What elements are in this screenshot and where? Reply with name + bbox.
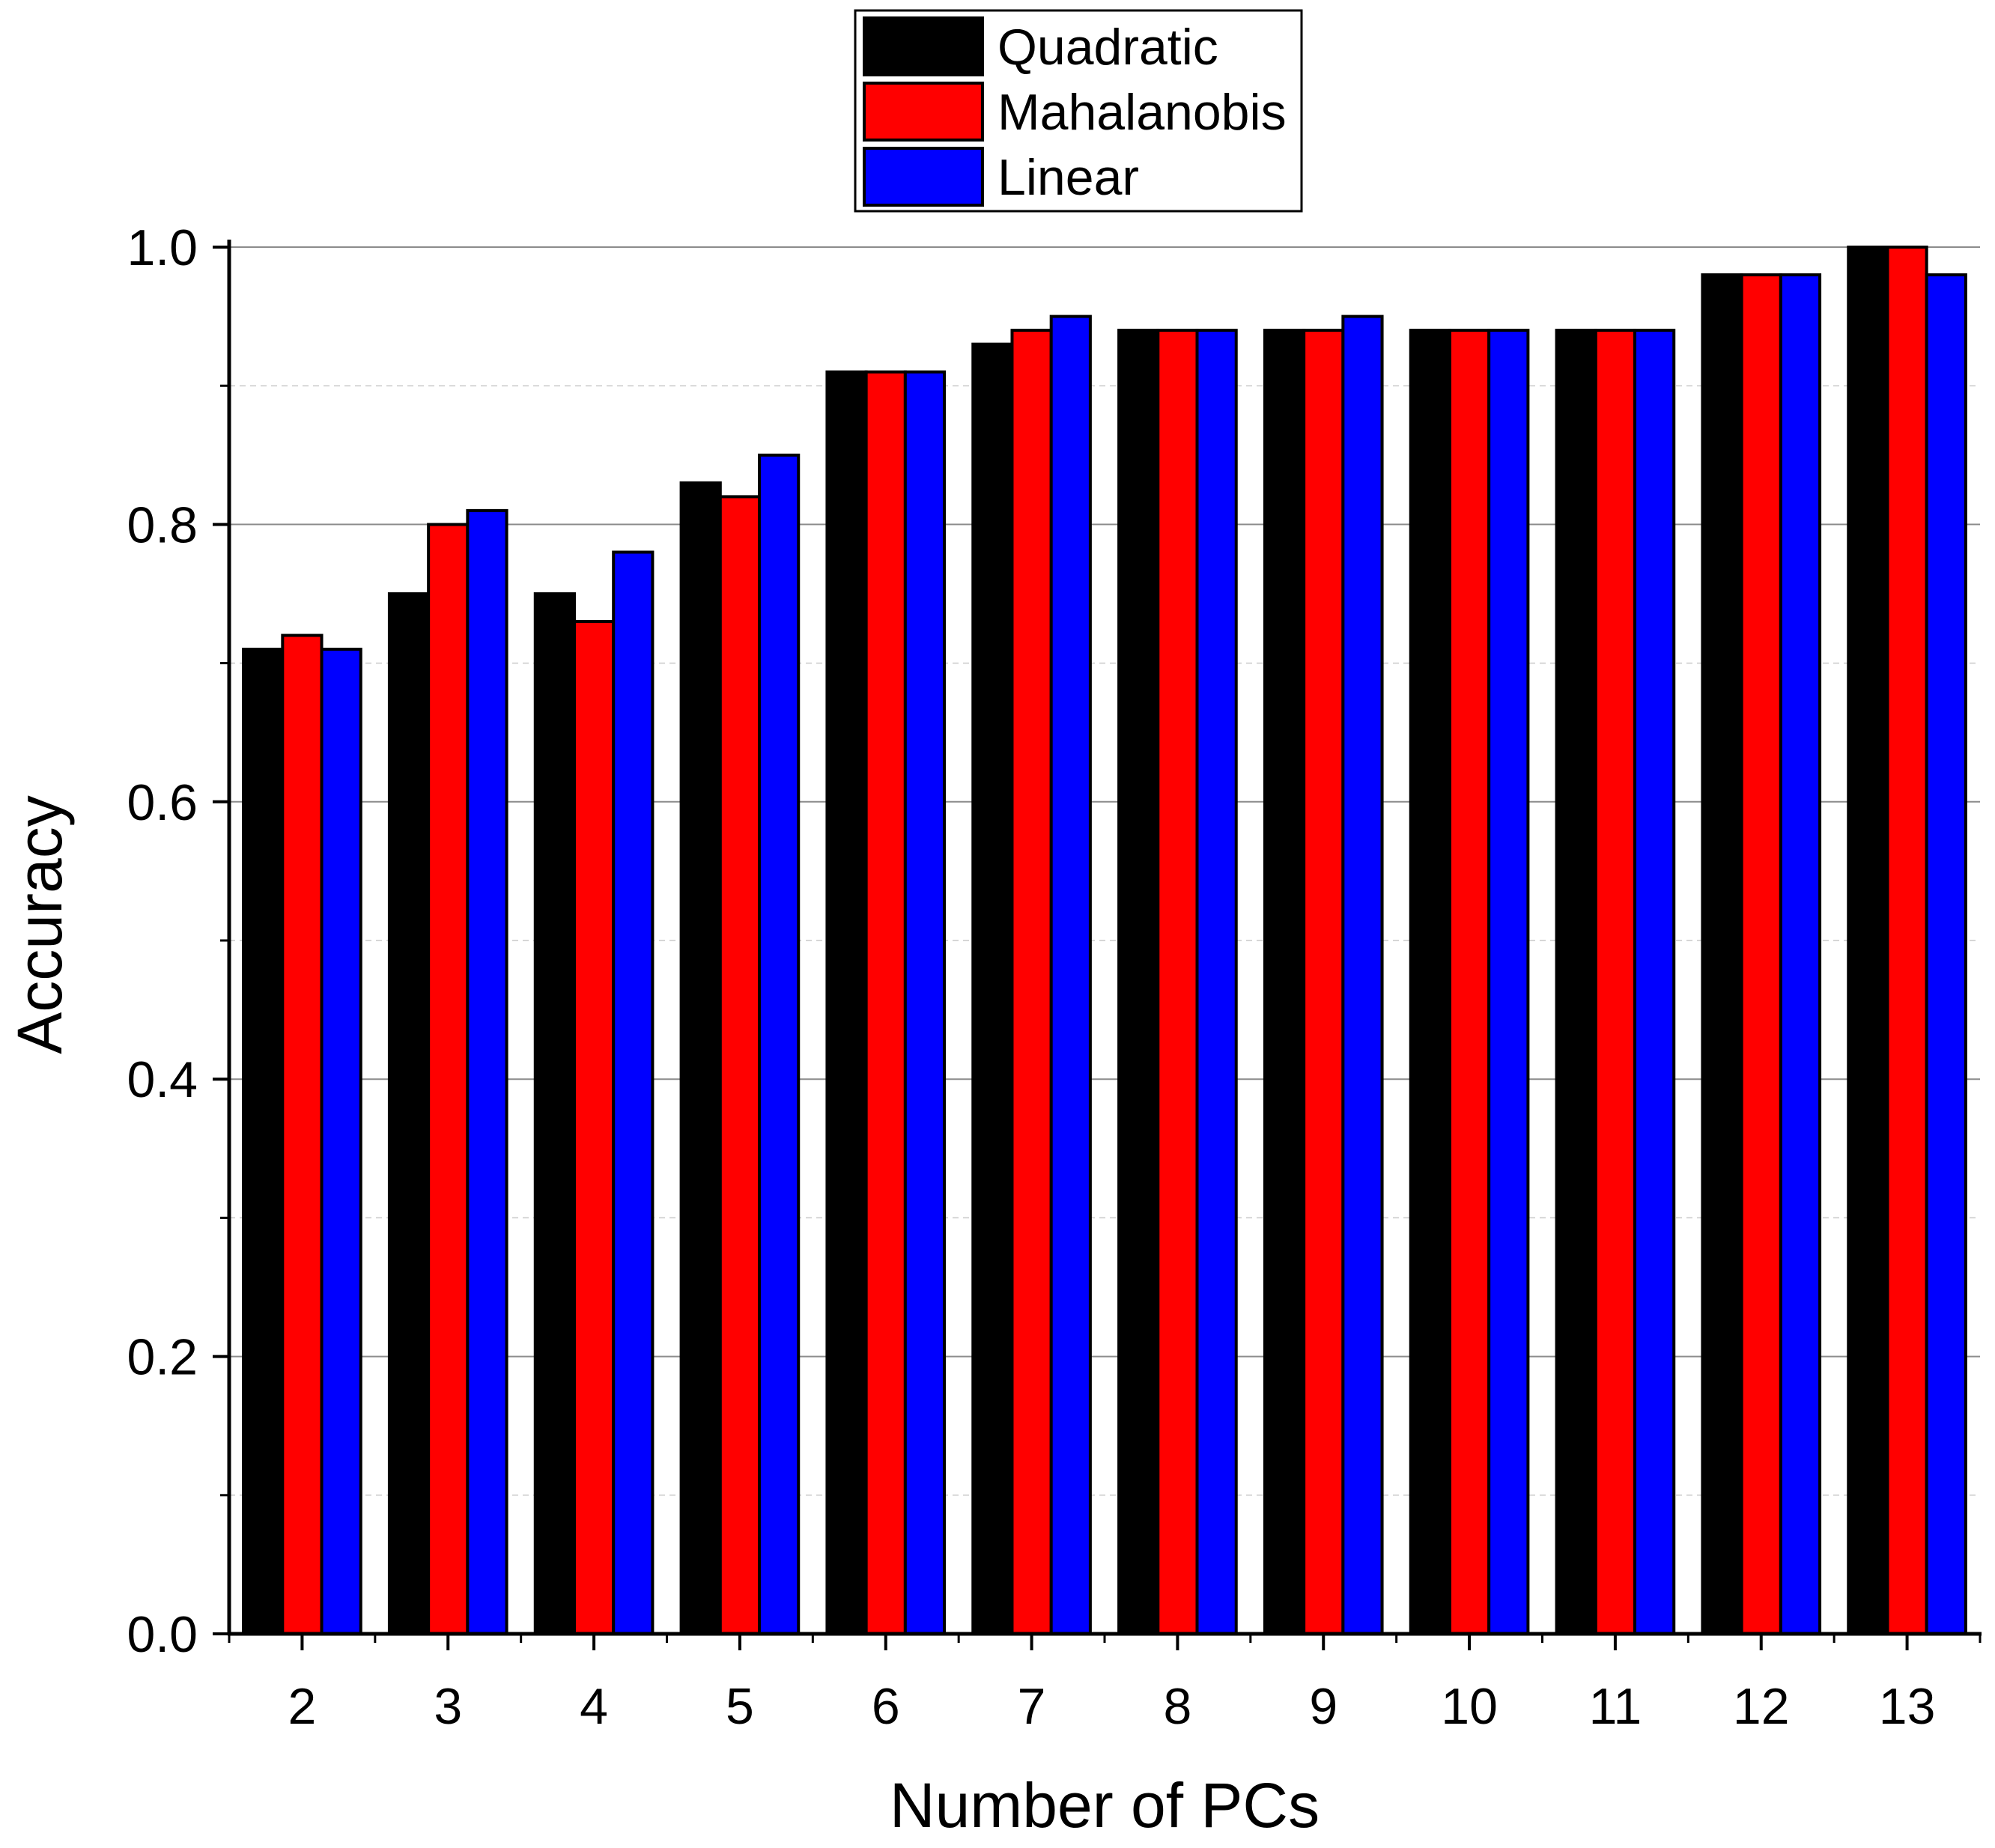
y-tick-label: 0.4 <box>127 1051 198 1108</box>
bar-mahalanobis-2 <box>281 633 324 1635</box>
bar-linear-8 <box>1195 329 1238 1635</box>
bar-quadratic-6 <box>825 370 868 1635</box>
legend-swatch-mahalanobis <box>863 82 984 142</box>
bar-linear-3 <box>466 508 508 1635</box>
x-axis-title: Number of PCs <box>890 1770 1320 1841</box>
bar-linear-5 <box>758 453 801 1635</box>
gridlines <box>229 246 1980 1496</box>
bar-linear-11 <box>1633 329 1676 1635</box>
bar-linear-7 <box>1049 314 1092 1636</box>
legend: Quadratic Mahalanobis Linear <box>854 9 1303 213</box>
bar-linear-9 <box>1341 314 1384 1636</box>
y-tick-label: 0.8 <box>127 496 198 553</box>
bar-quadratic-3 <box>387 592 431 1635</box>
bar-quadratic-11 <box>1555 329 1597 1635</box>
bar-linear-12 <box>1779 273 1822 1635</box>
bar-quadratic-2 <box>242 648 285 1636</box>
bar-mahalanobis-12 <box>1740 273 1782 1635</box>
bar-mahalanobis-7 <box>1010 329 1053 1635</box>
bar-linear-2 <box>320 648 362 1636</box>
bar-mahalanobis-4 <box>572 620 616 1635</box>
bar-linear-4 <box>612 550 655 1636</box>
x-tick-label: 13 <box>1879 1678 1936 1735</box>
legend-label-quadratic: Quadratic <box>997 19 1218 76</box>
bar-quadratic-8 <box>1117 329 1160 1635</box>
x-tick-label: 2 <box>288 1678 317 1735</box>
x-tick-label: 8 <box>1164 1678 1192 1735</box>
x-tick-label: 3 <box>434 1678 462 1735</box>
y-tick-label: 0.2 <box>127 1329 198 1386</box>
y-tick-label: 0.6 <box>127 774 198 831</box>
legend-label-linear: Linear <box>997 149 1139 206</box>
bar-quadratic-4 <box>533 592 576 1635</box>
bar-linear-6 <box>903 370 947 1635</box>
x-tick-label: 6 <box>872 1678 900 1735</box>
x-tick-label: 5 <box>726 1678 754 1735</box>
bar-linear-13 <box>1925 273 1967 1635</box>
bar-quadratic-9 <box>1263 329 1306 1635</box>
y-axis-title: Accuracy <box>4 795 75 1054</box>
x-tick-label: 11 <box>1589 1678 1642 1735</box>
x-tick-label: 12 <box>1733 1678 1790 1735</box>
bar-quadratic-13 <box>1847 246 1889 1635</box>
bar-mahalanobis-6 <box>864 370 907 1635</box>
bar-quadratic-7 <box>971 342 1014 1635</box>
y-tick-label: 1.0 <box>127 219 198 276</box>
x-tick-label: 9 <box>1309 1678 1337 1735</box>
bar-mahalanobis-5 <box>718 495 762 1635</box>
x-tick-label: 4 <box>580 1678 608 1735</box>
bars <box>242 246 1967 1636</box>
bar-mahalanobis-13 <box>1886 246 1928 1635</box>
bar-quadratic-10 <box>1409 329 1451 1635</box>
legend-swatch-quadratic <box>863 16 984 76</box>
y-tick-label: 0.0 <box>127 1606 198 1663</box>
axes <box>213 240 1982 1650</box>
x-tick-label: 7 <box>1018 1678 1046 1735</box>
x-tick-label: 10 <box>1441 1678 1498 1735</box>
bar-mahalanobis-11 <box>1594 329 1637 1635</box>
bar-linear-10 <box>1487 329 1530 1635</box>
bar-quadratic-12 <box>1701 273 1743 1635</box>
legend-swatch-linear <box>863 147 984 207</box>
bar-mahalanobis-3 <box>427 523 470 1635</box>
bar-quadratic-5 <box>679 481 722 1636</box>
bar-mahalanobis-10 <box>1448 329 1491 1635</box>
bar-mahalanobis-9 <box>1302 329 1345 1635</box>
tick-labels: 0.0 0.2 0.4 0.6 0.8 1.0 2 3 4 5 6 7 8 9 10 11 12 13 <box>127 219 1935 1735</box>
bar-mahalanobis-8 <box>1156 329 1199 1635</box>
legend-label-mahalanobis: Mahalanobis <box>997 84 1287 141</box>
